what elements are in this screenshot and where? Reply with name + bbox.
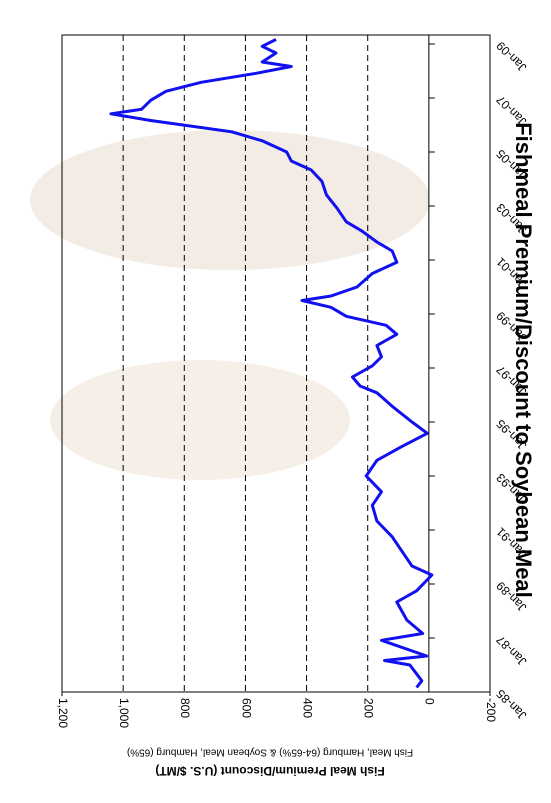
plot-frame: [61, 34, 491, 693]
background-shape: [30, 130, 430, 270]
y-axis-sublabel: Fish Meal, Hamburg (64-65%) & Soybean Me…: [127, 746, 413, 757]
value-tick-label: 1,000: [117, 698, 131, 728]
y-axis-label: Fish Meal Premium/Discount (U.S. $/MT): [155, 764, 384, 778]
time-tick-label: Jan-09: [493, 38, 529, 74]
value-tick-label: 600: [239, 698, 253, 718]
value-tick-label: 800: [178, 698, 192, 718]
value-tick-label: 0: [423, 698, 437, 705]
chart-title: Fishmeal Premium/Discount to Soybean Mea…: [511, 122, 536, 598]
value-tick-label: -200: [484, 698, 498, 722]
value-tick-label: 200: [362, 698, 376, 718]
background-shape: [50, 360, 350, 480]
value-tick-label: 400: [300, 698, 314, 718]
value-tick-label: 1,200: [56, 698, 70, 728]
time-tick-label: Jan-87: [493, 632, 529, 668]
data-line: [109, 38, 434, 689]
